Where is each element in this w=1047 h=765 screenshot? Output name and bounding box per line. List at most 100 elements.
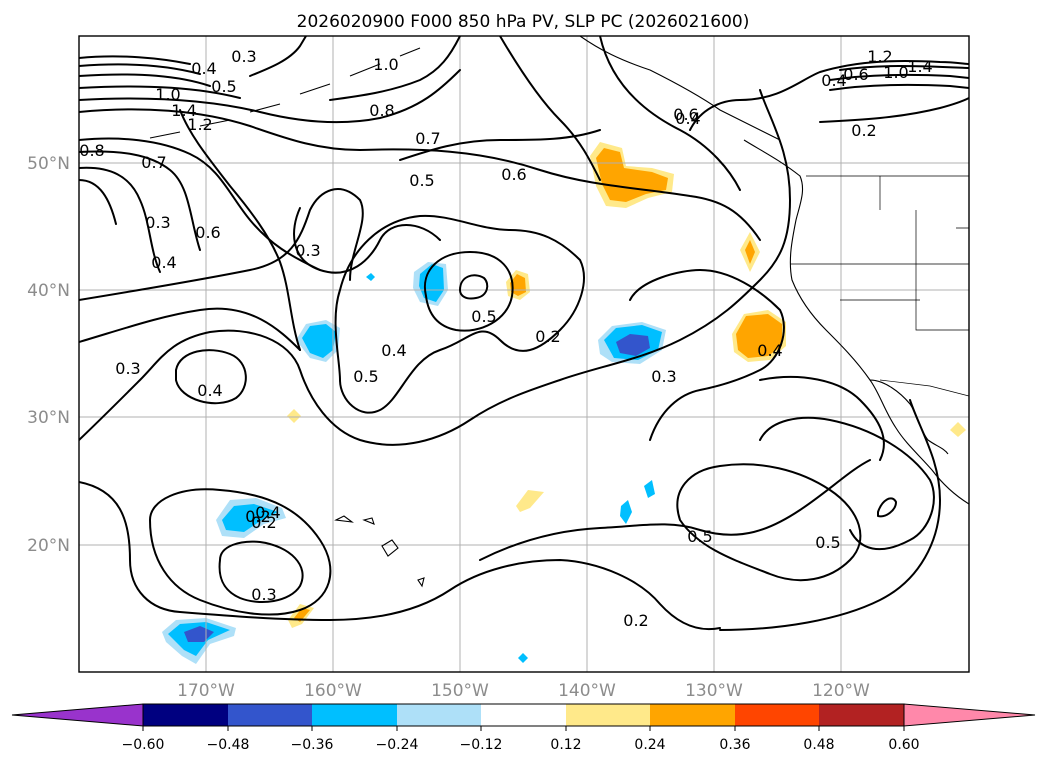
pv-negative-area (222, 504, 278, 532)
colorbar-tick-label: 0.60 (888, 737, 919, 753)
contour-line (839, 65, 969, 71)
contour-line (829, 83, 969, 91)
lon-tick-label: 120°W (812, 681, 870, 701)
contour-line (479, 459, 871, 561)
lon-tick-label: 130°W (685, 681, 743, 701)
contour-label: 0.5 (815, 533, 840, 552)
contour-label: 0.2 (623, 611, 648, 630)
hawaii-islands (334, 515, 425, 588)
colorbar-max-extend (903, 703, 1036, 727)
colorbar-segment (650, 704, 735, 726)
alaska-coastline (579, 36, 781, 141)
contour-label: 0.5 (409, 171, 434, 190)
aleutian-islands (149, 47, 421, 139)
contour-line (719, 399, 941, 631)
contour-line (79, 179, 117, 225)
contour-label: 0.2 (251, 513, 276, 532)
contour-labels: 0.3 0.4 0.5 1.0 1.2 1.4 0.8 0.7 0.6 0.6 … (79, 47, 932, 630)
contour-line (79, 188, 364, 301)
pv-negative-area (518, 653, 528, 663)
colorbar-segment (566, 704, 650, 726)
colorbar-tick-label: 0.12 (550, 737, 581, 753)
contour-label: 0.8 (369, 101, 394, 120)
colorbar-segment (397, 704, 481, 726)
colorbar-segment (228, 704, 312, 726)
contour-line (293, 207, 441, 274)
contour-label: 0.3 (295, 241, 320, 260)
contour-line (459, 274, 489, 300)
contour-label: 0.5 (353, 367, 378, 386)
contour-line (149, 488, 332, 616)
slp-contours (79, 36, 969, 631)
latitude-axis: 50°N 40°N 30°N 20°N (27, 154, 70, 556)
baja-coastline (869, 379, 949, 455)
contour-line (689, 60, 969, 131)
us-state-borders (790, 176, 969, 331)
contour-line (399, 129, 601, 161)
contour-label: 0.3 (145, 213, 170, 232)
colorbar-min-extend (11, 703, 144, 727)
contour-label: 1.0 (155, 85, 180, 104)
pv-positive-area (516, 490, 544, 512)
colorbar-ticks (142, 726, 905, 731)
contour-line (819, 97, 969, 123)
contour-line (329, 36, 461, 101)
contour-line (499, 36, 601, 181)
colorbar: −0.60 −0.48 −0.36 −0.24 −0.12 0.12 0.24 … (11, 703, 1036, 753)
contour-label: 0.4 (757, 341, 782, 360)
contour-label: 0.5 (471, 307, 496, 326)
contour-line (79, 307, 301, 351)
contour-label: 0.6 (673, 105, 698, 124)
contour-line (759, 416, 935, 550)
pv-negative-area (366, 273, 375, 281)
contour-line (759, 375, 885, 461)
longitude-axis: 170°W 160°W 150°W 140°W 130°W 120°W (177, 681, 870, 701)
contour-line (175, 349, 247, 405)
contour-label: 0.4 (255, 503, 280, 522)
contour-line (79, 85, 241, 99)
pv-negative-area (620, 500, 632, 524)
colorbar-tick-label: −0.60 (122, 737, 165, 753)
contour-label: 0.5 (211, 77, 236, 96)
colorbar-segment (312, 704, 397, 726)
colorbar-tick-label: 0.24 (634, 737, 665, 753)
pv-negative-area (302, 324, 336, 358)
colorbar-tick-label: 0.36 (719, 737, 750, 753)
political-borders (790, 175, 969, 397)
pv-positive-area (287, 409, 301, 423)
contour-line (79, 150, 201, 251)
contour-label: 0.3 (115, 359, 140, 378)
contour-label: 0.4 (191, 59, 216, 78)
contour-line (79, 89, 791, 446)
contour-label: 0.4 (381, 341, 406, 360)
contour-line (218, 540, 304, 603)
lon-tick-label: 140°W (558, 681, 616, 701)
contour-label: 0.7 (415, 129, 440, 148)
contour-line (249, 36, 307, 77)
colorbar-tick-label: −0.48 (207, 737, 250, 753)
contour-label: 1.4 (907, 57, 932, 76)
colorbar-tick-labels: −0.60 −0.48 −0.36 −0.24 −0.12 0.12 0.24 … (122, 737, 920, 753)
lon-tick-label: 170°W (177, 681, 235, 701)
contour-line (629, 269, 785, 441)
contour-label: 0.4 (151, 253, 176, 272)
lat-tick-label: 40°N (27, 281, 70, 301)
pv-positive-area (950, 422, 966, 437)
pv-positive-area (745, 240, 755, 264)
contour-line (79, 166, 161, 273)
contour-label: 1.0 (373, 55, 398, 74)
contour-line (79, 69, 461, 124)
contour-label: 0.3 (231, 47, 256, 66)
contour-label: 0.6 (501, 165, 526, 184)
lon-tick-label: 160°W (304, 681, 362, 701)
contour-line (676, 463, 862, 582)
pv-positive-area (596, 148, 668, 202)
colorbar-segment (735, 704, 819, 726)
contour-line (423, 251, 514, 332)
contour-line (79, 63, 201, 75)
map-gridlines (79, 36, 969, 672)
contour-line (599, 36, 741, 191)
colorbar-frame (142, 703, 905, 727)
contour-label: 0.2 (245, 507, 270, 526)
